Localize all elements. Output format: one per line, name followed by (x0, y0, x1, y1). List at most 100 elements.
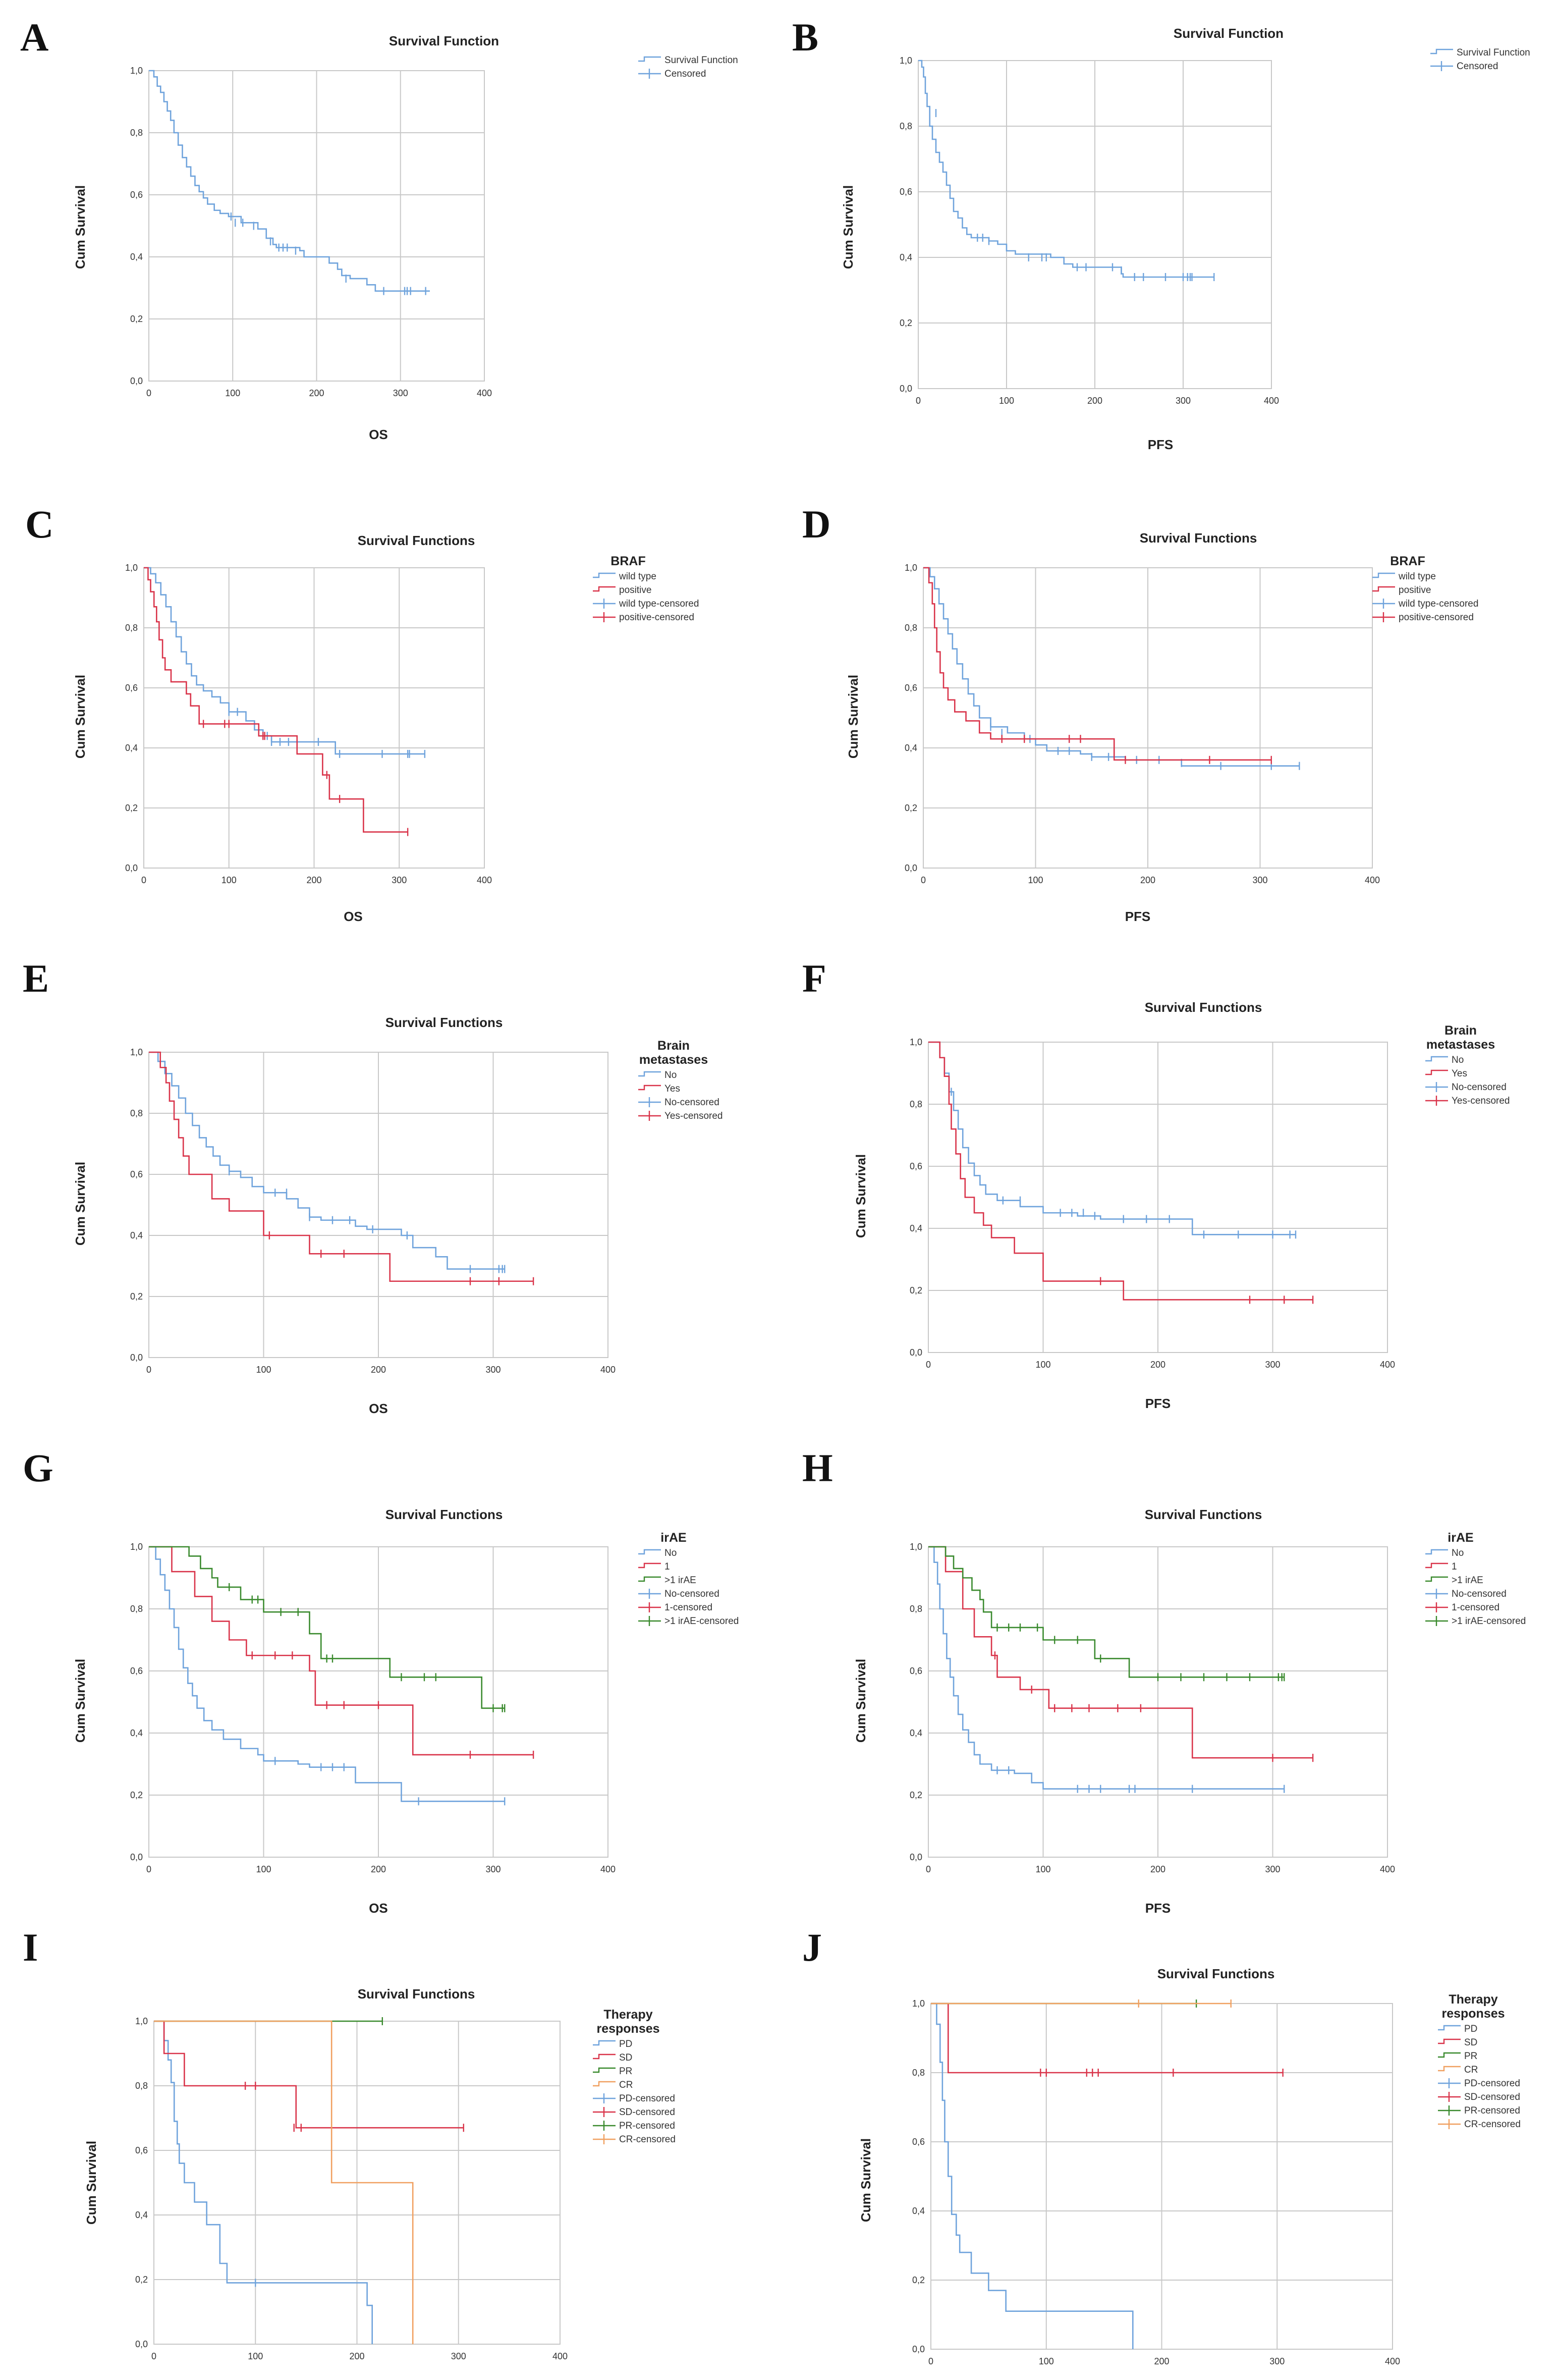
x-tick-label: 200 (349, 2351, 364, 2361)
x-axis-label: PFS (1148, 437, 1174, 452)
panel-j: J 0,0 0,2 0,4 0,6 0,8 1,0 0 100 200 300 400 Survival… (802, 1925, 1521, 2366)
series-line-sd (154, 2020, 464, 2129)
chart-title: Survival Functions (385, 1015, 503, 1030)
legend-entry: Censored (1457, 61, 1498, 72)
y-tick-label: 0,6 (910, 1161, 922, 1171)
legend-entry: CR (1464, 2065, 1478, 2075)
y-tick-label: 0,8 (130, 128, 143, 138)
legend-line-swatch (1430, 48, 1453, 55)
y-tick-label: 0,4 (125, 743, 138, 753)
panel-d: D 0,0 0,2 0,4 0,6 0,8 1,0 0 100 200 300 400 Survival… (802, 502, 1478, 924)
legend-cross-swatch (593, 2093, 616, 2103)
y-axis-label: Cum Survival (73, 185, 88, 269)
y-tick-label: 0,0 (130, 1353, 143, 1363)
legend-line-swatch (593, 2053, 616, 2060)
x-tick-label: 0 (926, 1360, 931, 1370)
legend-title: irAE (660, 1531, 686, 1545)
legend-line-swatch (1372, 586, 1395, 592)
series-line-wild-type (923, 567, 1300, 767)
x-axis-label: OS (369, 1401, 388, 1416)
y-tick-label: 0,8 (125, 623, 138, 633)
legend-entry: >1 irAE-censored (664, 1616, 739, 1627)
series-line-cr (154, 2020, 414, 2344)
x-axis-label: PFS (1145, 1396, 1171, 1411)
chart-title: Survival Functions (1145, 1507, 1262, 1522)
legend-entry: CR (619, 2080, 633, 2090)
x-tick-label: 200 (371, 1365, 386, 1375)
x-tick-label: 0 (146, 1365, 151, 1375)
x-tick-label: 100 (999, 396, 1014, 406)
legend-cross-swatch (1372, 599, 1395, 609)
x-tick-label: 100 (221, 875, 237, 885)
x-tick-label: 0 (151, 2351, 156, 2361)
y-tick-label: 0,2 (912, 2275, 925, 2285)
x-tick-label: 200 (371, 1864, 386, 1874)
legend-entry: wild type-censored (1398, 599, 1478, 609)
series-line-yes (149, 1051, 534, 1282)
y-tick-label: 0,4 (910, 1728, 922, 1738)
y-tick-label: 0,6 (130, 190, 143, 200)
chart-title: Survival Function (389, 33, 499, 48)
y-tick-label: 0,2 (910, 1285, 922, 1295)
x-tick-label: 200 (1150, 1360, 1165, 1370)
legend-entry: 1-censored (1452, 1602, 1499, 1613)
y-tick-label: 0,8 (905, 623, 917, 633)
y-tick-label: 0,8 (900, 121, 912, 131)
legend-line-swatch (593, 2040, 616, 2046)
chart-title: Survival Function (1174, 26, 1284, 41)
legend-cross-swatch (1372, 612, 1395, 622)
chart-title: Survival Functions (1157, 1966, 1275, 1981)
legend-line-swatch (1425, 1562, 1448, 1568)
x-tick-label: 400 (1365, 875, 1380, 885)
legend-entry: wild type (619, 571, 656, 582)
x-tick-label: 200 (1087, 396, 1102, 406)
legend-entry: 1-censored (664, 1602, 712, 1613)
legend-line-swatch (593, 2081, 616, 2087)
x-axis-label: PFS (1145, 1901, 1171, 1916)
y-tick-label: 1,0 (910, 1037, 922, 1047)
y-tick-label: 0,4 (135, 2210, 148, 2220)
y-tick-label: 0,8 (130, 1604, 143, 1614)
x-tick-label: 300 (485, 1864, 501, 1874)
y-tick-label: 1,0 (130, 1047, 143, 1057)
legend-title: BRAF (1390, 554, 1425, 568)
y-axis-label: Cum Survival (853, 1154, 868, 1238)
y-tick-label: 0,0 (912, 2344, 925, 2354)
y-axis-label: Cum Survival (841, 185, 856, 269)
y-tick-label: 0,0 (900, 384, 912, 394)
legend-entry: positive-censored (619, 612, 694, 623)
series-line-wild-type (144, 567, 425, 755)
y-tick-label: 0,2 (130, 1790, 143, 1800)
y-tick-label: 1,0 (130, 1542, 143, 1552)
legend-entry: 1 (1452, 1561, 1457, 1572)
legend-entry: Survival Function (664, 55, 738, 66)
y-tick-label: 0,2 (900, 318, 912, 328)
x-tick-label: 0 (916, 396, 921, 406)
y-tick-label: 0,6 (130, 1666, 143, 1676)
x-tick-label: 400 (477, 388, 492, 398)
legend-entry: No (664, 1548, 677, 1558)
chart-title: Survival Functions (358, 533, 475, 548)
y-tick-label: 0,2 (130, 314, 143, 324)
legend-line-swatch (1438, 2025, 1461, 2031)
legend-line-swatch (1438, 2066, 1461, 2072)
series-line-no (149, 1546, 505, 1802)
series-line-survival-function (149, 70, 430, 292)
legend-cross-swatch (593, 2107, 616, 2117)
y-tick-label: 0,0 (910, 1852, 922, 1862)
y-tick-label: 0,4 (912, 2206, 925, 2216)
x-tick-label: 0 (146, 1864, 151, 1874)
series-line-1 (928, 1546, 1313, 1759)
x-tick-label: 300 (393, 388, 408, 398)
series-line-sd (931, 2003, 1283, 2074)
legend-line-swatch (593, 572, 616, 578)
panel-letter: F (802, 956, 826, 1000)
legend-cross-swatch (1425, 1082, 1448, 1092)
legend-entry: wild type (1398, 571, 1436, 582)
legend-line-swatch (638, 1576, 661, 1582)
y-tick-label: 0,2 (905, 803, 917, 813)
y-tick-label: 0,6 (125, 683, 138, 693)
legend-entry: No-censored (664, 1589, 719, 1599)
x-tick-label: 100 (225, 388, 240, 398)
legend-line-swatch (593, 2067, 616, 2073)
